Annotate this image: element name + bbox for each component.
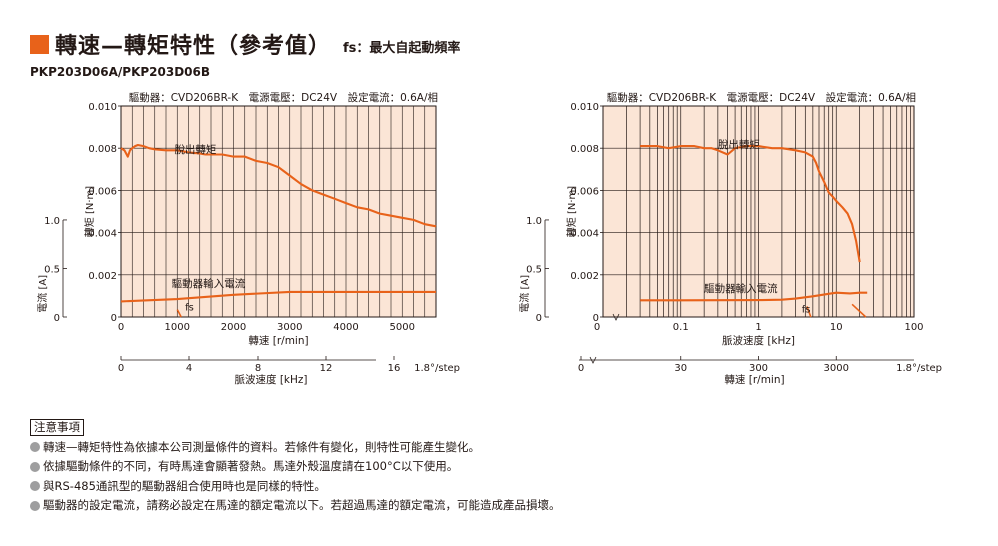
x2-tick-label: 0 [578,363,584,374]
page-header: 轉速—轉矩特性（參考值） fs：最大自起動頻率 [30,28,460,60]
note-text: 轉速—轉矩特性為依據本公司測量條件的資料。若條件有變化，則特性可能產生變化。 [43,439,480,454]
x2-tick-label: 1.8°/step [896,363,942,374]
y-tick-label: 0.002 [88,271,117,282]
bullet-icon [30,500,40,511]
x-tick-label: 100 [904,322,923,333]
note-item: 驅動器的設定電流，請務必設定在馬達的額定電流以下。若超過馬達的額定電流，可能造成… [30,496,561,516]
x-tick-label: 0 [118,322,124,333]
pullout-label: 脫出轉矩 [718,138,760,151]
note-text: 與RS-485通訊型的驅動器組合使用時也是同樣的特性。 [43,478,326,493]
fs-label: fs [185,303,194,314]
y-tick-label: 0 [593,313,599,324]
x2-tick-label: 30 [674,363,687,374]
y-tick-label: 0.002 [570,271,599,282]
axis-break-icon [612,313,620,321]
y-tick-label: 0.006 [88,186,117,197]
page-subtitle: fs：最大自起動頻率 [343,41,461,56]
page-title: 轉速—轉矩特性（參考值） [55,34,332,59]
x-axis-label: 脈波速度 [kHz] [722,334,795,347]
x2-tick-label: 12 [320,363,333,374]
series-line [640,291,868,302]
x2-tick-label: 1.8°/step [414,363,460,374]
x2-tick-label: 300 [749,363,768,374]
x-tick-label: 0.1 [673,322,689,333]
header-marker [30,34,49,54]
chart-title: 驅動器：CVD206BR-K 電源電壓：DC24V 設定電流：0.6A/相 [607,91,916,104]
y-tick-label: 0 [111,313,117,324]
y2-tick-label: 0 [536,313,542,324]
x-tick-label: 3000 [277,322,302,333]
current-label: 驅動器輸入電流 [704,282,778,295]
series-line [120,290,436,303]
y-tick-label: 0.004 [570,229,599,240]
bullet-icon [30,481,40,492]
chart-title: 驅動器：CVD206BR-K 電源電壓：DC24V 設定電流：0.6A/相 [129,91,438,104]
series-line [640,145,861,263]
series-line [851,303,867,318]
y-tick-label: 0.010 [570,102,599,113]
y-axis-label: 轉矩 [N·m] [565,186,578,237]
model-number: PKP203D06A/PKP203D06B [30,65,211,79]
y-tick-label: 0.004 [88,229,117,240]
note-text: 依據驅動條件的不同，有時馬達會顯著發熱。馬達外殼溫度請在100°C以下使用。 [43,459,459,473]
x2-tick-label: 16 [388,363,401,374]
note-item: 與RS-485通訊型的驅動器組合使用時也是同樣的特性。 [30,477,561,497]
y2-tick-label: 0.5 [44,264,60,275]
y-tick-label: 0.008 [570,144,599,155]
bullet-icon [30,442,40,453]
x2-tick-label: 3000 [824,363,849,374]
x-tick-label: 2000 [221,322,246,333]
note-item: 依據驅動條件的不同，有時馬達會顯著發熱。馬達外殼溫度請在100°C以下使用。 [30,457,561,477]
x2-tick-label: 0 [118,363,124,374]
notes-section: 注意事項 轉速—轉矩特性為依據本公司測量條件的資料。若條件有變化，則特性可能產生… [30,418,561,516]
y2-tick-label: 0 [54,313,60,324]
note-text: 驅動器的設定電流，請務必設定在馬達的額定電流以下。若超過馬達的額定電流，可能造成… [43,498,561,512]
current-label: 驅動器輸入電流 [172,277,246,290]
y-tick-label: 0.008 [88,144,117,155]
note-item: 轉速—轉矩特性為依據本公司測量條件的資料。若條件有變化，則特性可能產生變化。 [30,438,561,458]
x2-tick-label: 4 [186,363,192,374]
x-axis-label: 轉速 [r/min] [248,334,308,347]
plot-frame [120,105,437,318]
x-tick-label: 1 [755,322,761,333]
x-tick-label: 5000 [390,322,415,333]
y2-axis-label: 電流 [A] [518,275,531,313]
x-tick-label: 10 [830,322,843,333]
fs-label: fs [802,305,811,316]
x2-tick-label: 8 [255,363,261,374]
y2-axis-label: 電流 [A] [36,275,49,313]
x2-axis-label: 轉速 [r/min] [724,373,784,386]
series-line [176,309,182,318]
bullet-icon [30,461,40,472]
x2-axis-label: 脈波速度 [kHz] [234,373,307,386]
y-axis-label: 轉矩 [N·m] [83,186,96,237]
notes-title: 注意事項 [30,419,84,436]
y2-tick-label: 0.5 [526,264,542,275]
y2-tick-label: 1.0 [44,216,60,227]
y2-tick-label: 1.0 [526,216,542,227]
series-line [806,306,812,318]
x-tick-label: 0 [594,322,600,333]
plot-frame [602,105,915,318]
pullout-label: 脫出轉矩 [174,143,216,156]
y-tick-label: 0.010 [88,102,117,113]
y-tick-label: 0.006 [570,186,599,197]
x-tick-label: 4000 [333,322,358,333]
series-line [120,143,437,228]
axis-break-icon [589,356,597,364]
x-tick-label: 1000 [165,322,190,333]
